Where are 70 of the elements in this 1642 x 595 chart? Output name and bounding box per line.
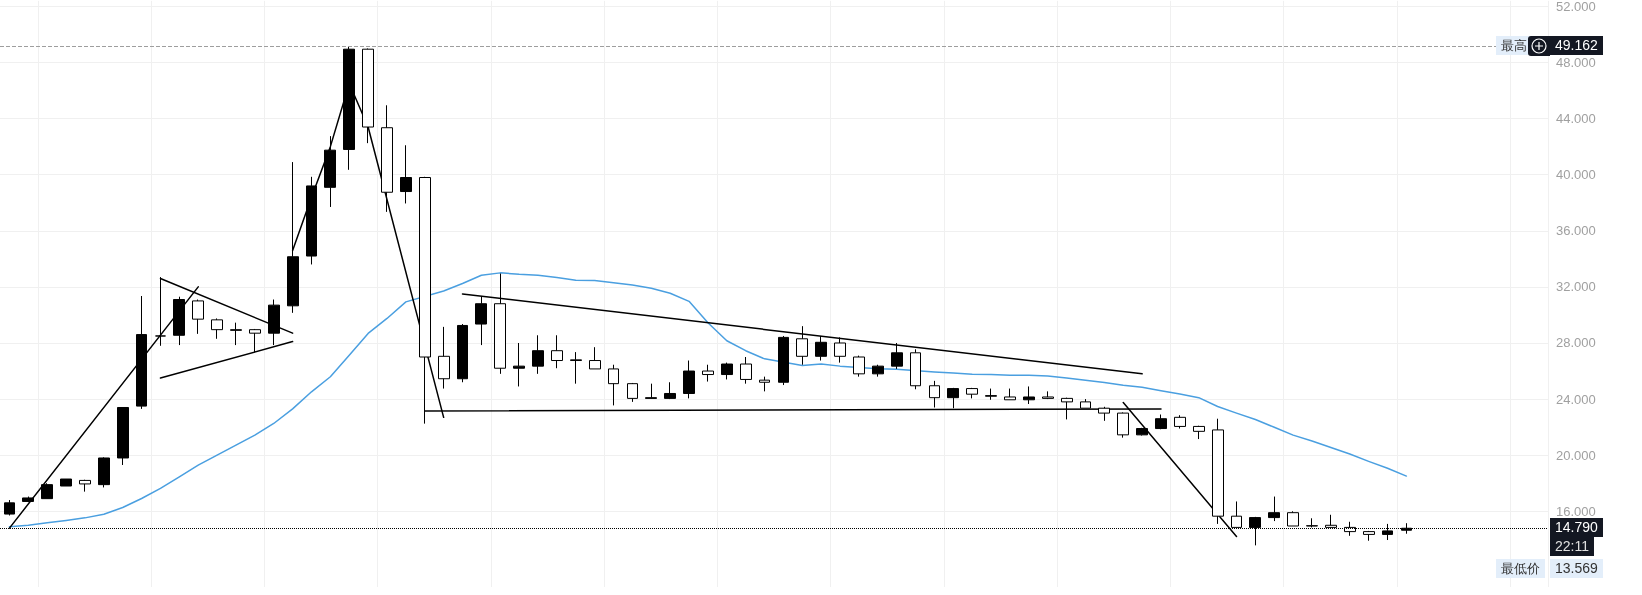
annotation: 最高 [1496,36,1532,56]
candlestick [4,499,15,516]
y-tick-label: 40.000 [1556,167,1596,183]
annotation: 最低价 [1496,559,1545,579]
y-tick-label: 44.000 [1556,111,1596,127]
candlestick [589,346,601,370]
y-tick-label: 52.000 [1556,0,1596,14]
candlestick [627,382,638,403]
candlestick [778,335,789,386]
line-series [8,272,1408,528]
ref-line-label: 14.790 [1550,518,1603,538]
candlestick [1004,388,1016,401]
candlestick [1117,411,1129,439]
candlestick [173,296,185,346]
candlestick [815,335,827,362]
candlestick [740,356,752,385]
candlestick [759,376,770,392]
candlestick [79,479,91,493]
text: 22:11 [1550,537,1594,557]
candlestick [1023,385,1035,405]
candlestick [381,104,393,213]
candlestick [306,176,317,265]
candlestick [1042,390,1054,400]
candlestick [683,360,695,399]
text: 13.569 [1550,559,1603,579]
candlestick [438,326,450,390]
candlestick [117,407,129,466]
candlestick [60,478,72,487]
y-tick-label: 20.000 [1556,447,1596,463]
candlestick [457,323,468,383]
candlestick [985,388,997,401]
candlestick [796,325,808,366]
candlestick [891,342,903,370]
candlestick [324,135,336,208]
y-tick-label: 36.000 [1556,223,1596,239]
candlestick [929,380,940,408]
candlestick [192,299,204,335]
y-tick-label: 16.000 [1556,503,1596,519]
candlestick [41,482,53,500]
candlestick [98,456,110,488]
candlestick [230,322,242,346]
candlestick [400,144,412,204]
candlestick [1136,427,1148,437]
candlestick [853,355,865,378]
candlestick [532,334,544,375]
y-tick-label: 28.000 [1556,335,1596,351]
candlestick [211,317,223,340]
ref-line-label: 49.162 [1550,36,1603,56]
candlestick [22,496,34,503]
candlestick [702,364,714,383]
candlestick [136,295,147,410]
candlestick [570,351,582,385]
candlestick [645,383,657,399]
candlestick [608,364,619,406]
candlestick [966,387,978,399]
y-tick-label: 24.000 [1556,391,1596,407]
candlestick [1268,496,1280,522]
y-tick-label: 48.000 [1556,55,1596,71]
candlestick [721,362,733,380]
candlestick [513,342,525,387]
candlestick [1363,530,1375,542]
y-tick-label: 32.000 [1556,279,1596,295]
candlestick [872,364,884,378]
candlestick [1155,414,1167,430]
candlestick [664,381,676,400]
candlestick [1212,418,1224,525]
candlestick [1174,414,1186,430]
candlestick [551,334,563,369]
candlestick [834,336,846,364]
candlestick [1193,425,1205,440]
